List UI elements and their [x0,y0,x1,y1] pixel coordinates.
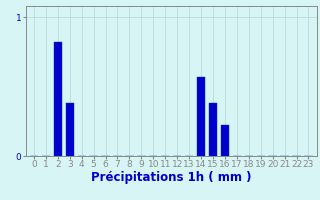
Bar [197,77,205,156]
Bar [66,103,74,156]
Bar [209,103,217,156]
X-axis label: Précipitations 1h ( mm ): Précipitations 1h ( mm ) [91,171,252,184]
Bar [221,125,229,156]
Bar [54,42,62,156]
